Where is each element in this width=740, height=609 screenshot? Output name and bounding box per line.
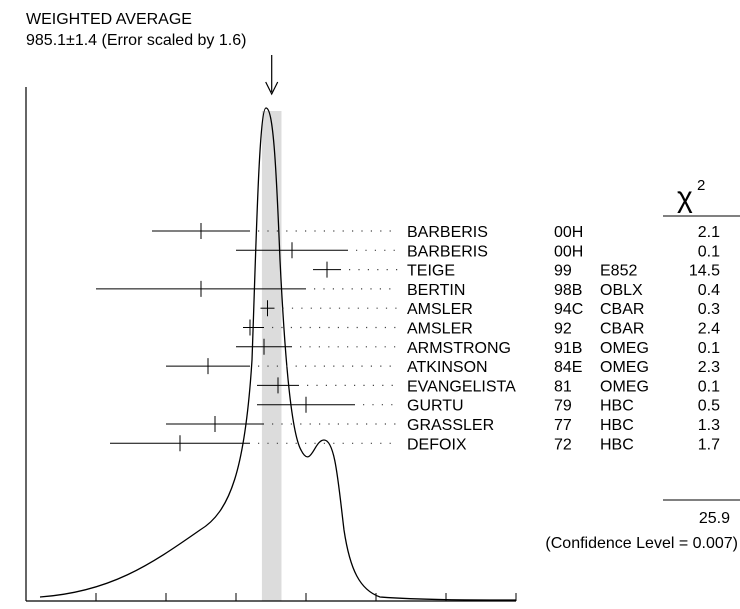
technique-label: HBC	[600, 436, 634, 453]
weighted-average-band	[261, 111, 282, 601]
year-label: 84E	[554, 359, 582, 376]
chi2-value: 0.4	[698, 282, 720, 299]
measurement-row: BARBERIS 00H 2.1	[152, 223, 720, 241]
confidence-level: (Confidence Level = 0.007)	[545, 535, 738, 552]
technique-label: CBAR	[600, 321, 644, 338]
chi2-header: χ 2	[663, 177, 740, 217]
author-label: GURTU	[407, 398, 464, 415]
chi2-value: 0.1	[698, 378, 720, 395]
technique-label: HBC	[600, 417, 634, 434]
year-label: 81	[554, 378, 572, 395]
year-label: 98B	[554, 282, 582, 299]
measurement-row: GRASSLER 77 HBC 1.3	[166, 416, 720, 434]
technique-label: OMEG	[600, 340, 649, 357]
chi2-value: 14.5	[689, 263, 720, 280]
measurement-row: DEFOIX 72 HBC 1.7	[110, 435, 720, 453]
measurement-row: BARBERIS 00H 0.1	[236, 242, 720, 260]
technique-label: OMEG	[600, 359, 649, 376]
author-label: EVANGELISTA	[407, 378, 516, 395]
technique-label: CBAR	[600, 301, 644, 318]
chi2-value: 0.1	[698, 340, 720, 357]
technique-label: E852	[600, 263, 637, 280]
year-label: 00H	[554, 243, 583, 260]
ideogram-curve	[39, 107, 517, 601]
chart-title-line2: 985.1±1.4 (Error scaled by 1.6)	[26, 32, 246, 49]
chi2-value: 1.3	[698, 417, 720, 434]
chart-title-line1: WEIGHTED AVERAGE	[26, 11, 192, 28]
author-label: AMSLER	[407, 321, 473, 338]
author-label: DEFOIX	[407, 436, 467, 453]
chi2-total: 25.9	[699, 510, 730, 527]
author-label: GRASSLER	[407, 417, 494, 434]
chi2-power: 2	[697, 177, 705, 194]
chi2-value: 0.5	[698, 398, 720, 415]
technique-label: HBC	[600, 398, 634, 415]
author-label: BARBERIS	[407, 243, 488, 260]
technique-label: OBLX	[600, 282, 643, 299]
year-label: 99	[554, 263, 572, 280]
measurement-rows: BARBERIS 00H 2.1 BARBERIS 00H 0.1 TEIGE 99 E852 1…	[96, 223, 720, 453]
year-label: 72	[554, 436, 572, 453]
author-label: TEIGE	[407, 263, 455, 280]
year-label: 94C	[554, 301, 583, 318]
measurement-row: ARMSTRONG 91B OMEG 0.1	[236, 338, 720, 357]
author-label: BARBERIS	[407, 224, 488, 241]
measurement-row: AMSLER 92 CBAR 2.4	[243, 319, 720, 338]
year-label: 79	[554, 398, 572, 415]
year-label: 91B	[554, 340, 582, 357]
technique-label: OMEG	[600, 378, 649, 395]
author-label: AMSLER	[407, 301, 473, 318]
chi2-value: 2.4	[698, 321, 720, 338]
measurement-row: EVANGELISTA 81 OMEG 0.1	[257, 377, 720, 395]
measurement-row: ATKINSON 84E OMEG 2.3	[166, 358, 720, 376]
year-label: 00H	[554, 224, 583, 241]
year-label: 77	[554, 417, 572, 434]
author-label: BERTIN	[407, 282, 465, 299]
average-arrow	[265, 55, 279, 96]
chi2-value: 1.7	[698, 436, 720, 453]
measurement-row: GURTU 79 HBC 0.5	[257, 396, 720, 415]
chi2-symbol: χ	[677, 181, 693, 214]
chi2-value: 0.1	[698, 243, 720, 260]
author-label: ATKINSON	[407, 359, 488, 376]
chi2-value: 2.1	[698, 224, 720, 241]
author-label: ARMSTRONG	[407, 340, 511, 357]
chi2-value: 0.3	[698, 301, 720, 318]
chi2-value: 2.3	[698, 359, 720, 376]
measurement-row: AMSLER 94C CBAR 0.3	[260, 300, 720, 318]
year-label: 92	[554, 321, 572, 338]
measurement-row: BERTIN 98B OBLX 0.4	[96, 280, 720, 299]
measurement-row: TEIGE 99 E852 14.5	[313, 261, 720, 280]
